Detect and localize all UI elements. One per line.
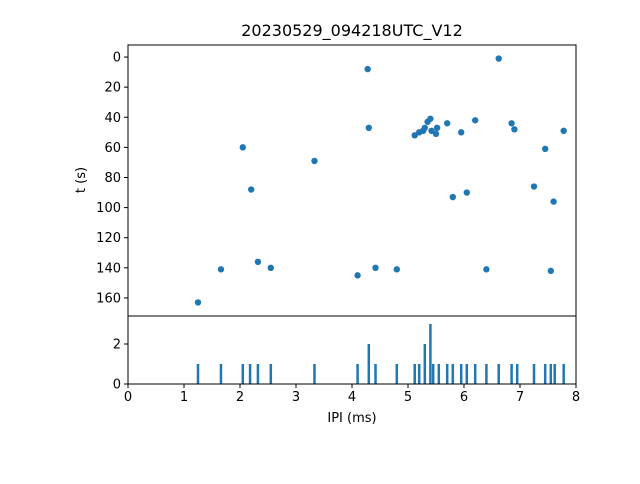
x-tick-label: 1 [180,390,188,405]
histogram-bar [532,364,536,384]
scatter-point [432,130,440,138]
scatter-point [444,120,451,127]
histogram-bar [543,364,547,384]
histogram-bar [497,364,500,384]
histogram-bar [553,364,556,384]
scatter-point [508,120,515,127]
scatter-point [495,55,502,62]
histogram-bar [510,364,513,384]
scatter-point [421,124,428,132]
y-tick-label: 20 [104,81,121,96]
scatter-point [393,266,400,273]
y-tick-label: 60 [104,141,121,156]
y-tick-label: 100 [96,201,121,216]
scatter-axes-frame [127,44,577,317]
scatter-point [267,264,274,272]
y-axis-label: t (s) [74,167,89,193]
histogram-bar [485,364,488,384]
histogram-bar [256,364,260,384]
x-tick-label: 3 [292,390,300,405]
x-tick-label: 8 [572,390,580,405]
scatter-point [542,145,549,153]
scatter-point [372,264,379,272]
scatter-point [550,198,557,205]
scatter-point [449,193,456,201]
scatter-point [311,157,318,165]
histogram-bar [241,364,245,384]
histogram-bars [196,324,565,384]
histogram-bar [451,364,455,384]
x-tick-label: 5 [404,390,412,405]
x-axis-label: IPI (ms) [327,411,376,426]
histogram-bar [356,364,359,384]
scatter-point [483,266,490,273]
scatter-point [364,65,371,73]
scatter-point [511,126,518,133]
y-tick-label: 0 [113,378,121,393]
histogram-bar [429,324,432,384]
scatter-point [472,117,479,124]
histogram-axes-frame [127,315,577,385]
histogram-bar [219,364,223,384]
histogram-bar [395,364,399,384]
y-tick-label: 140 [96,261,121,276]
scatter-points [194,55,567,306]
scatter-point [411,132,418,139]
histogram-bar [374,364,377,384]
scatter-point [433,124,441,132]
histogram-bar [465,364,469,384]
scatter-point [427,115,434,122]
scatter-point [248,186,255,193]
scatter-point [458,129,465,136]
scatter-point [530,183,538,190]
y-tick-label: 160 [96,291,121,306]
scatter-point [365,124,372,132]
histogram-bar [459,364,463,384]
scatter-point [239,144,246,151]
histogram-bar [196,364,200,384]
scatter-point [560,127,567,135]
histogram-bar [413,364,416,384]
x-tick-label: 6 [460,390,468,405]
chart-title: 20230529_094218UTC_V12 [241,21,463,41]
y-tick-label: 2 [113,338,121,353]
y-tick-label: 40 [104,111,121,126]
histogram-bar [367,344,371,384]
scatter-point [463,189,470,196]
scatter-point [194,299,202,306]
x-tick-label: 0 [124,390,132,405]
x-tick-label: 4 [348,390,356,405]
scatter-point [354,272,361,279]
histogram-bar [423,344,427,384]
histogram-bar [269,364,273,384]
histogram-bar [431,364,435,384]
x-tick-label: 7 [516,390,524,405]
y-tick-label: 120 [96,231,121,246]
histogram-bar [248,364,252,384]
scatter-point [547,267,554,275]
histogram-bar [417,364,421,384]
histogram-bar [473,364,477,384]
y-tick-label: 0 [113,51,121,66]
histogram-bar [515,364,519,384]
histogram-bar [445,364,449,384]
histogram-bar [437,364,441,384]
scatter-point [254,258,262,265]
scatter-point [217,266,225,273]
histogram-bar [562,364,565,384]
histogram-bar [313,364,316,384]
histogram-bar [549,364,553,384]
scatter-point [428,127,435,135]
x-tick-label: 2 [236,390,244,405]
y-tick-label: 80 [104,171,121,186]
